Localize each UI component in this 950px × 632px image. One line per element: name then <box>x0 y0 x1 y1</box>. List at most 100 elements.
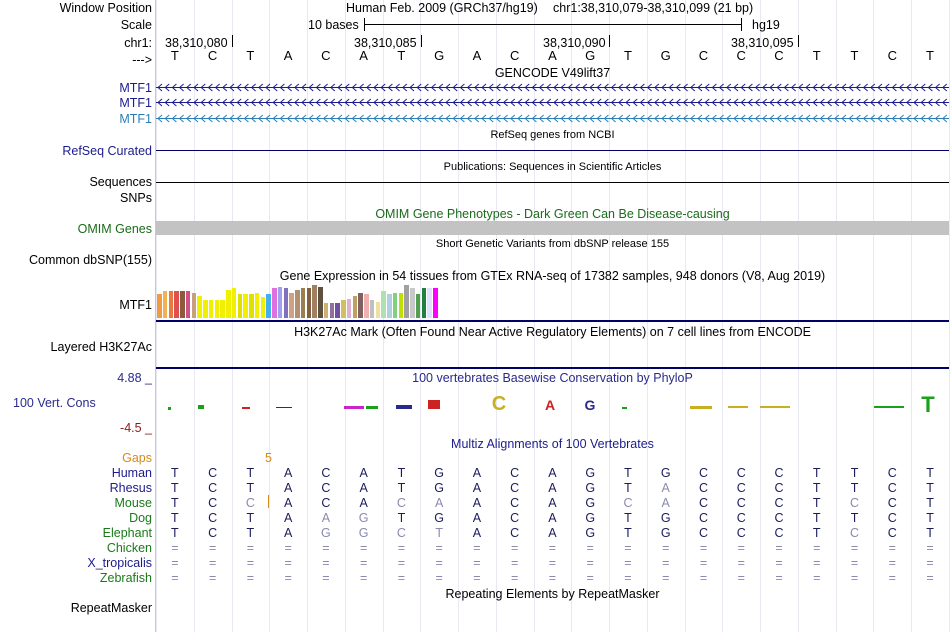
gtex-tissue-bar[interactable] <box>289 292 294 318</box>
strand-arrow <box>243 83 249 92</box>
strand-arrow <box>517 98 523 107</box>
gtex-tissue-bar[interactable] <box>180 291 185 318</box>
aligned-base: C <box>396 496 406 510</box>
gtex-tissue-bar[interactable] <box>277 286 283 318</box>
gtex-tissue-bar[interactable] <box>358 292 363 318</box>
strand-arrow <box>380 114 386 123</box>
gtex-tissue-bar[interactable] <box>312 285 317 318</box>
species-label[interactable]: Chicken <box>106 541 152 555</box>
strand-arrow <box>546 98 552 107</box>
strand-arrow <box>603 98 609 107</box>
gtex-tissue-bar[interactable] <box>381 291 386 318</box>
region-coordinates[interactable]: chr1:38,310,079-38,310,099 (21 bp) <box>553 1 754 15</box>
gtex-tissue-bar[interactable] <box>231 288 237 318</box>
gtex-tissue-bar[interactable] <box>220 300 225 318</box>
gtex-tissue-bar[interactable] <box>306 288 312 318</box>
gtex-tissue-bar[interactable] <box>226 289 231 318</box>
gtex-tissue-bar[interactable] <box>421 288 427 318</box>
species-label[interactable]: Elephant <box>102 526 152 540</box>
gtex-tissue-bar[interactable] <box>203 300 208 318</box>
omim-gene-bar[interactable] <box>156 221 949 235</box>
gtex-tissue-bar[interactable] <box>185 291 191 318</box>
gtex-tissue-bar[interactable] <box>214 300 220 318</box>
gtex-tissue-bar[interactable] <box>364 294 369 318</box>
strand-arrow <box>942 98 948 107</box>
gtex-track-label[interactable]: MTF1 <box>119 298 152 312</box>
refseq-track-label[interactable]: RefSeq Curated <box>62 144 152 158</box>
gtex-tissue-bar[interactable] <box>318 286 323 318</box>
gencode-track-label[interactable]: MTF1 <box>119 112 152 126</box>
gencode-track-label[interactable]: MTF1 <box>119 81 152 95</box>
gtex-tissue-bar[interactable] <box>300 288 306 318</box>
gtex-tissue-bar[interactable] <box>404 285 409 318</box>
gtex-tissue-bar[interactable] <box>387 294 392 318</box>
gtex-tissue-bar[interactable] <box>346 298 352 318</box>
gtex-tissue-bar[interactable] <box>295 289 300 318</box>
gtex-tissue-bar[interactable] <box>197 295 202 318</box>
gtex-tissue-bar[interactable] <box>283 288 289 318</box>
gtex-tissue-bar[interactable] <box>335 303 340 318</box>
aligned-base: T <box>171 511 179 525</box>
species-label[interactable]: Mouse <box>114 496 152 510</box>
species-label[interactable]: Rhesus <box>109 481 152 495</box>
gtex-tissue-bar[interactable] <box>398 292 404 318</box>
h3k27ac-track-line[interactable] <box>156 367 949 369</box>
aligned-base: C <box>887 511 897 525</box>
publications-track-line[interactable] <box>156 182 949 183</box>
gtex-tissue-bar[interactable] <box>415 294 421 318</box>
gtex-tissue-bar[interactable] <box>260 297 266 318</box>
aligned-base: G <box>585 481 596 495</box>
species-label[interactable]: Dog <box>129 511 152 525</box>
gtex-tissue-bar[interactable] <box>323 303 329 318</box>
species-label[interactable]: X_tropicalis <box>87 556 152 570</box>
aligned-base: = <box>586 571 594 585</box>
aligned-base: C <box>774 466 784 480</box>
gene-strand-arrows[interactable] <box>156 97 949 108</box>
conservation-logo[interactable]: C A G T <box>156 390 949 416</box>
conservation-track-label[interactable]: 100 Vert. Cons <box>13 396 96 410</box>
species-label[interactable]: Zebrafish <box>99 571 152 585</box>
gtex-tissue-bar[interactable] <box>254 292 260 318</box>
gtex-tissue-bar[interactable] <box>329 303 335 318</box>
gtex-tissue-bar[interactable] <box>392 292 398 318</box>
aligned-base: C <box>510 496 520 510</box>
gtex-tissue-bar[interactable] <box>168 291 174 318</box>
strand-arrow <box>740 83 746 92</box>
gtex-tissue-bar[interactable] <box>208 300 214 318</box>
strand-arrow <box>315 98 321 107</box>
gtex-tissue-bar[interactable] <box>272 288 277 318</box>
gtex-tissue-bar[interactable] <box>157 294 162 318</box>
strand-arrow <box>250 83 256 92</box>
gtex-tissue-bar[interactable] <box>341 300 346 318</box>
gtex-tissue-bar[interactable] <box>191 292 197 318</box>
strand-arrow <box>351 83 357 92</box>
omim-track-label[interactable]: OMIM Genes <box>77 222 152 236</box>
gtex-tissue-bar[interactable] <box>369 300 375 318</box>
repeatmasker-track-label[interactable]: RepeatMasker <box>70 601 152 615</box>
gtex-tissue-bar[interactable] <box>410 288 415 318</box>
publications-track-label[interactable]: Sequences <box>89 175 152 189</box>
dbsnp-track-label[interactable]: Common dbSNP(155) <box>29 253 152 267</box>
gtex-tissue-bar[interactable] <box>162 291 168 318</box>
gencode-track-label[interactable]: MTF1 <box>119 96 152 110</box>
gtex-tissue-bar[interactable] <box>243 294 248 318</box>
gtex-tissue-bar[interactable] <box>237 294 243 318</box>
strand-arrow <box>618 114 624 123</box>
strand-arrow <box>589 98 595 107</box>
gene-strand-arrows[interactable] <box>156 82 949 93</box>
gtex-tissue-bar[interactable] <box>427 288 432 318</box>
species-label[interactable]: Human <box>111 466 152 480</box>
cons-mark <box>874 406 904 408</box>
gtex-expression-bars[interactable] <box>157 284 557 318</box>
gene-strand-arrows[interactable] <box>156 113 949 124</box>
gtex-tissue-bar[interactable] <box>433 288 438 318</box>
gtex-tissue-bar[interactable] <box>375 301 381 318</box>
snps-track-label[interactable]: SNPs <box>120 191 152 205</box>
gtex-tissue-bar[interactable] <box>249 294 254 318</box>
refseq-track-line[interactable] <box>156 150 949 151</box>
gtex-tissue-bar[interactable] <box>266 294 271 318</box>
strand-arrow <box>402 98 408 107</box>
gtex-tissue-bar[interactable] <box>352 295 358 318</box>
h3k27ac-track-label[interactable]: Layered H3K27Ac <box>50 340 152 354</box>
gtex-tissue-bar[interactable] <box>174 291 179 318</box>
